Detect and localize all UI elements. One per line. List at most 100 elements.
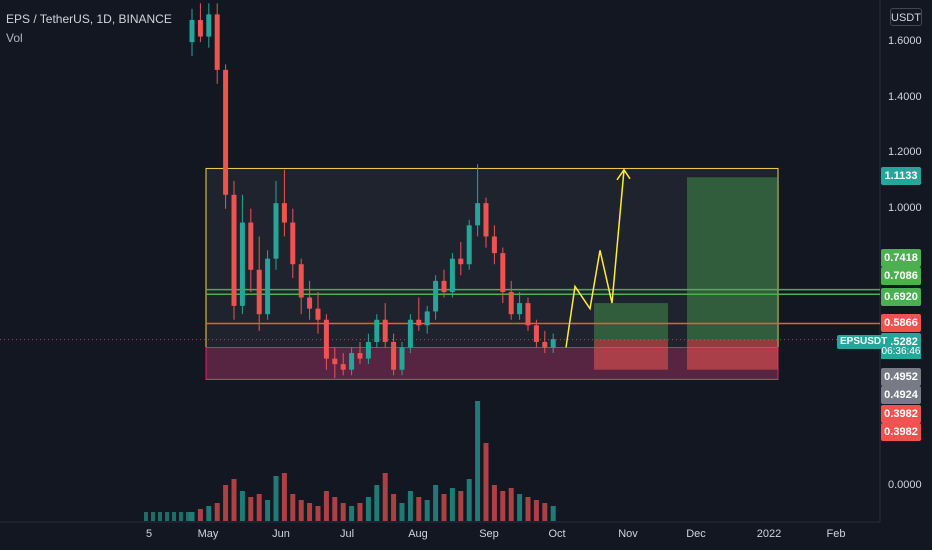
candle-body [332,358,338,365]
candle-body [458,258,464,265]
volume-bar [239,491,245,521]
currency-scale-button[interactable]: USDT [890,8,922,26]
volume-bar [542,503,548,521]
volume-bar [197,509,203,521]
volume-bar [466,479,472,521]
volume-bar [298,500,304,521]
stop-box-1 [594,339,668,370]
volume-bar [349,506,355,521]
volume-indicator-label: Vol [6,31,23,45]
target-box-1 [594,303,668,340]
candle-body [214,14,220,70]
volume-bar [483,443,489,521]
projection-path [565,169,625,348]
candle-body [298,264,304,298]
volume-bar [382,473,388,521]
candle-body [281,203,287,223]
volume-bar [508,488,514,521]
candle-body [382,319,388,342]
candle-body [365,341,371,359]
volume-bar [323,491,329,521]
candle-body [307,297,313,309]
volume-bar [416,497,422,521]
volume-bar [399,503,405,521]
volume-bar [475,401,481,521]
time-tick-label: Aug [408,528,428,540]
volume-bar [158,512,162,521]
candle-body [475,203,481,226]
candle-body [391,341,397,370]
volume-bar [172,512,176,521]
volume-bar [525,497,531,521]
volume-bar [458,491,464,521]
candle-body [466,225,472,265]
axis-price-label: 0.7086 [881,267,921,285]
candle-body [206,14,212,37]
candle-body [517,303,523,315]
candle-body [550,339,556,348]
volume-bar [265,500,271,521]
volume-bar [365,497,371,521]
volume-bar [357,503,363,521]
volume-bar [206,506,212,521]
time-tick-label: Jun [272,528,290,540]
volume-bar [144,512,148,521]
volume-bar [533,500,539,521]
volume-bar [332,497,338,521]
volume-bar [307,503,313,521]
volume-bar [407,491,413,521]
candle-body [533,325,539,342]
axis-price-label: 0.5866 [881,314,921,332]
candle-body [525,303,531,326]
volume-bar [391,494,397,521]
volume-bar [517,494,523,521]
axis-price-label: 0.3982 [881,405,921,423]
candle-body [374,319,380,342]
candle-body [265,258,271,315]
volume-bar [315,506,321,521]
chart-legend: EPS / TetherUS, 1D, BINANCE Vol [6,11,172,46]
axis-price-label: 0.7418 [881,249,921,267]
candle-body [231,194,237,306]
candle-body [197,19,203,37]
time-tick-label: Jul [339,528,355,540]
symbol-title: EPS / TetherUS, 1D, BINANCE [6,12,172,26]
axis-price-label: 0.6920 [881,288,921,306]
time-tick-label: Oct [548,528,566,540]
price-tick-label: 1.6000 [888,35,922,48]
volume-bar [248,497,254,521]
candle-body [424,311,430,326]
volume-bar [433,485,439,521]
candle-body [407,319,413,348]
price-tick-label: 0.0000 [888,479,922,492]
target-box-2 [687,177,778,340]
time-tick-label: Nov [618,528,638,540]
candle-body [256,269,262,315]
candle-body [500,253,506,292]
volume-bar [281,473,287,521]
time-tick-label: Sep [479,528,499,540]
candle-body [290,222,296,265]
volume-bar [151,512,155,521]
candle-body [483,203,489,237]
volume-bar [231,479,237,521]
projection-arrowhead [616,168,631,181]
candle-body [323,319,329,359]
volume-bar [449,488,455,521]
axis-price-label: 0.4952 [881,368,921,386]
candle-body [433,280,439,312]
volume-bar [491,485,497,521]
volume-bar [500,491,506,521]
candle-body [416,319,422,326]
volume-bar [189,512,195,521]
time-tick-label: 2022 [756,528,782,540]
candle-body [508,291,514,315]
time-tick-label: May [197,528,219,540]
volume-bar [186,512,190,521]
volume-bar [256,494,262,521]
volume-bar [550,506,556,521]
candle-body [239,222,245,306]
candle-body [189,19,195,43]
price-tick-label: 1.0000 [888,201,922,214]
